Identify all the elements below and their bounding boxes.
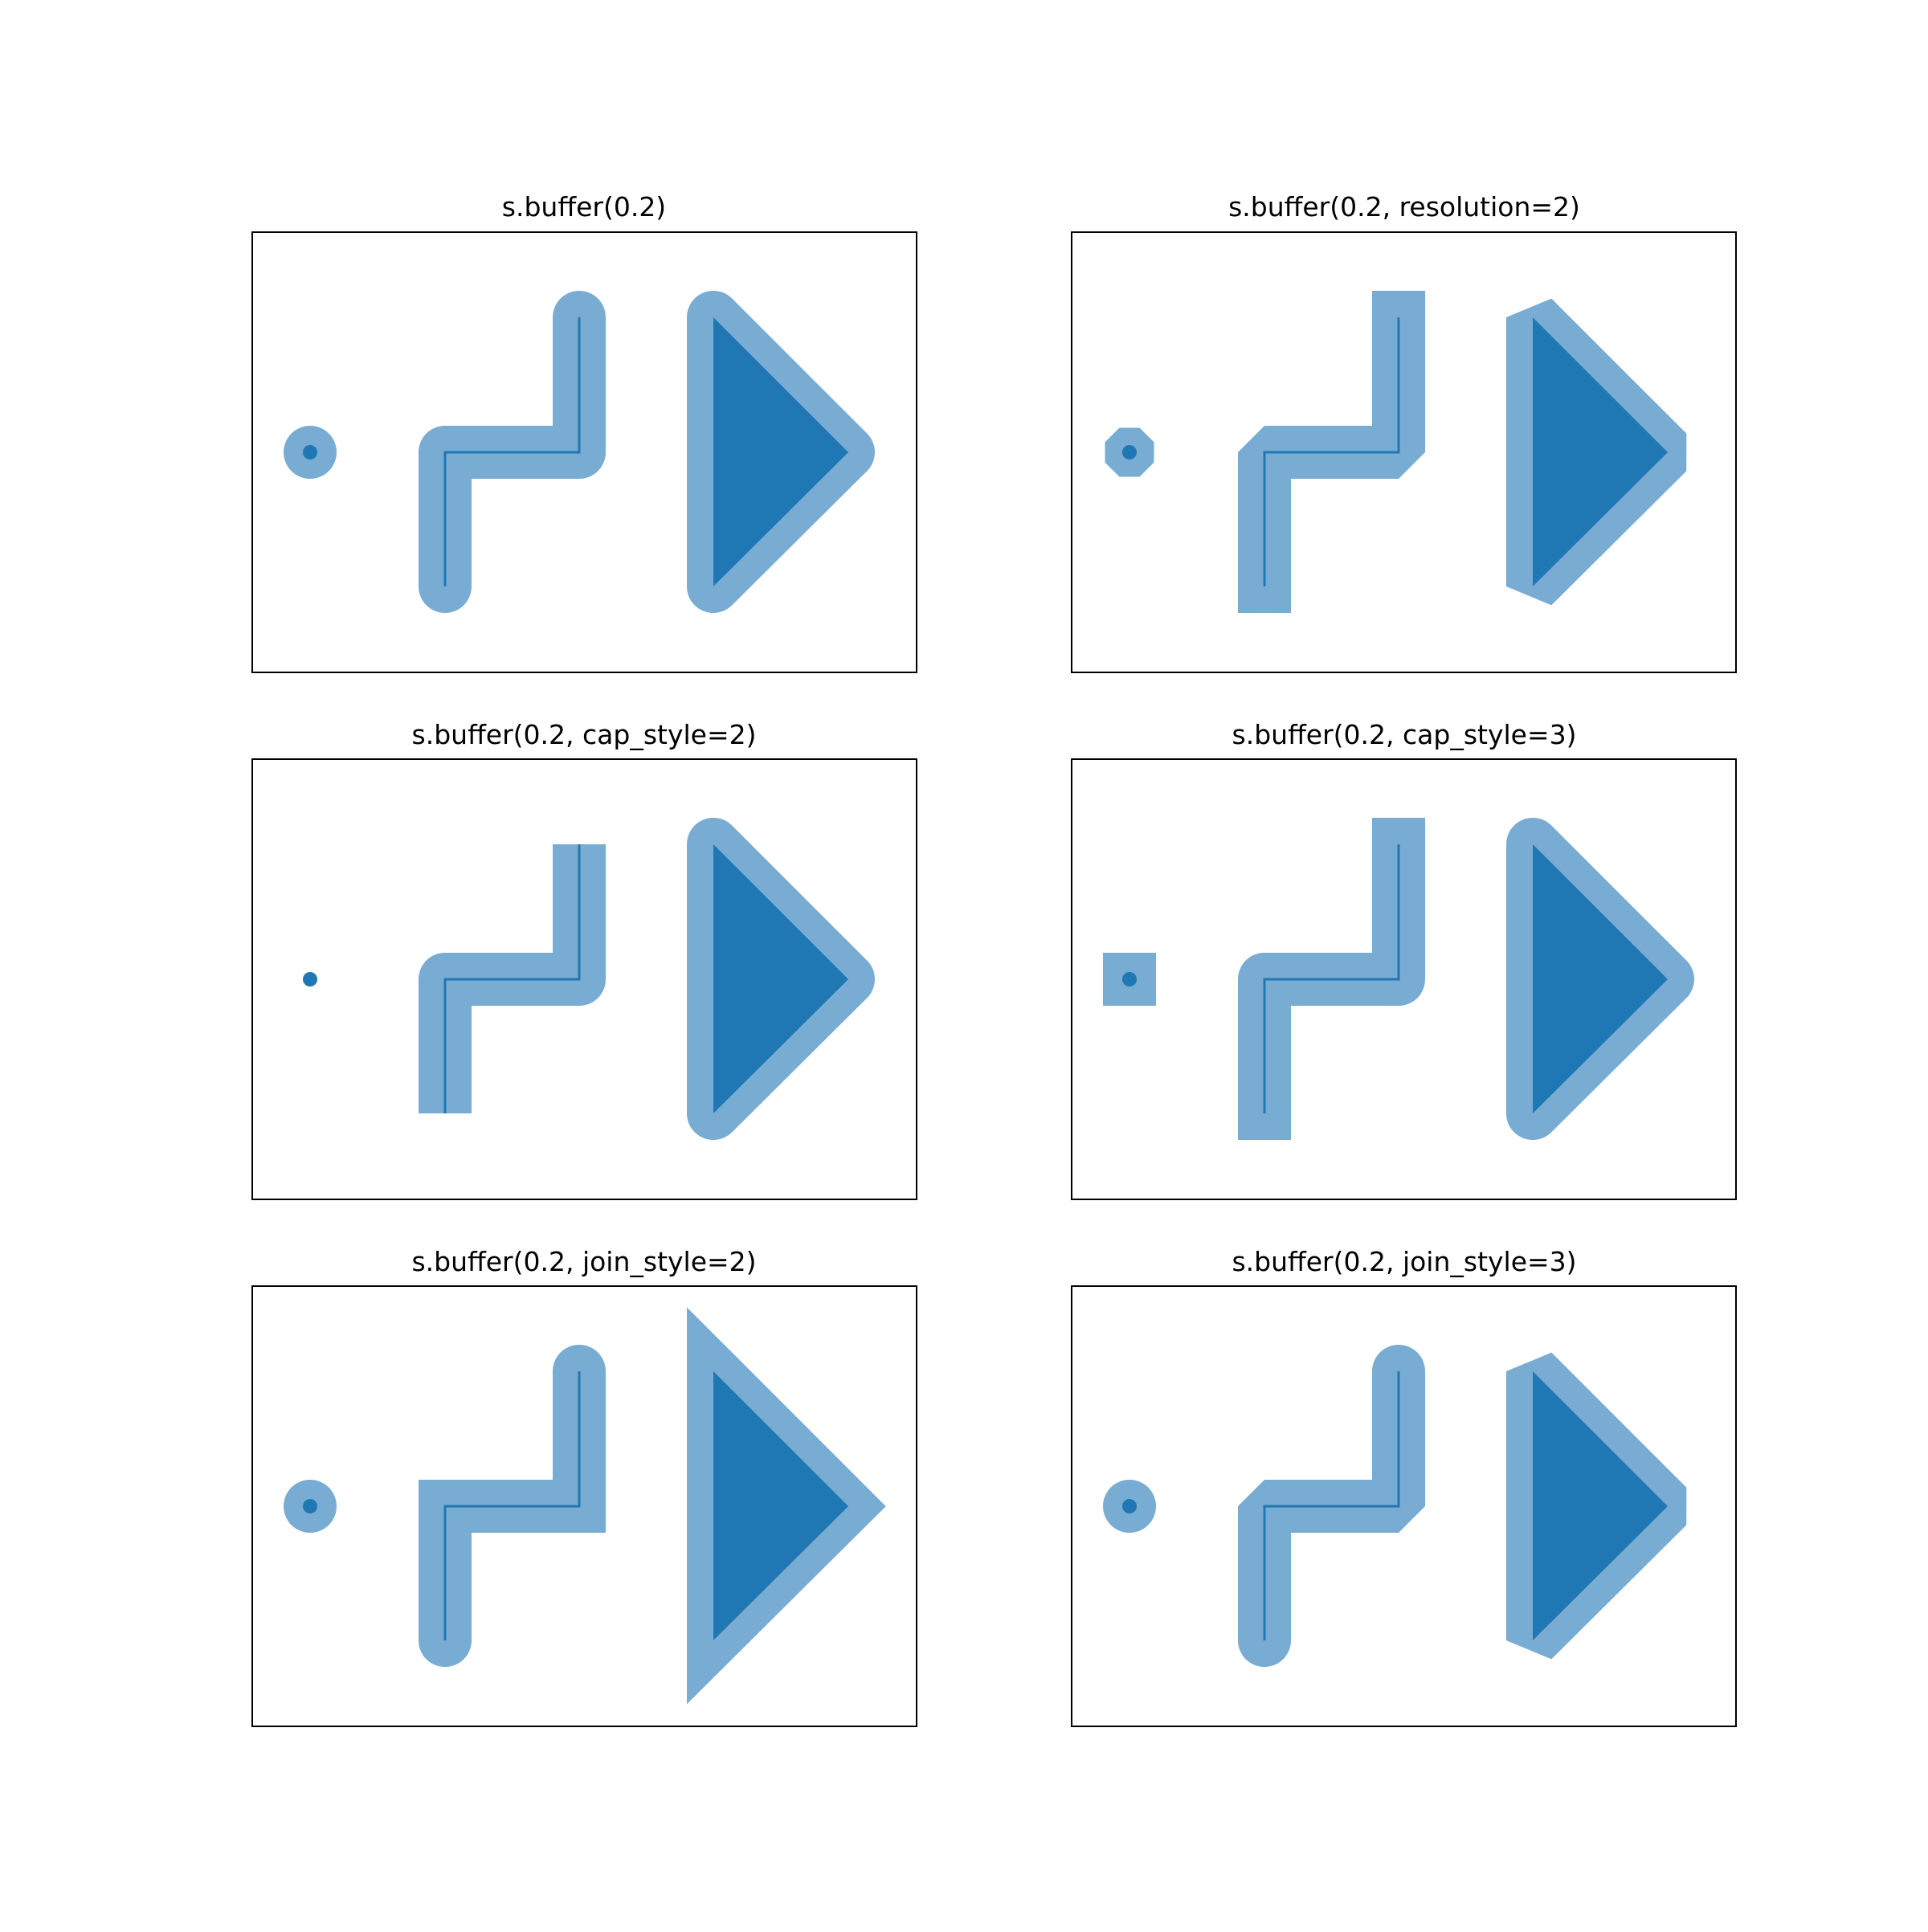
polygon-geometry xyxy=(1533,844,1668,1113)
line-geometry xyxy=(443,844,581,1113)
line-geometry xyxy=(1263,1371,1400,1640)
line-geometry xyxy=(1263,844,1400,1113)
panel-title-buffer-resolution: s.buffer(0.2, resolution=2) xyxy=(1228,191,1580,223)
point-geometry xyxy=(1122,1499,1137,1513)
panel-5 xyxy=(251,1285,917,1727)
line-geometry xyxy=(1263,317,1400,586)
panel-title-buffer-cap-square: s.buffer(0.2, cap_style=3) xyxy=(1232,719,1577,750)
point-geometry xyxy=(303,445,317,460)
panel-title-buffer-join-bevel: s.buffer(0.2, join_style=3) xyxy=(1232,1246,1577,1277)
panel-3 xyxy=(251,758,917,1200)
point-geometry xyxy=(1122,445,1137,460)
polygon-geometry xyxy=(713,1371,848,1640)
point-geometry xyxy=(1122,972,1137,986)
panel-1 xyxy=(251,231,917,673)
point-geometry xyxy=(303,1499,317,1513)
panel-2 xyxy=(1071,231,1737,673)
panel-6 xyxy=(1071,1285,1737,1727)
point-geometry xyxy=(303,972,317,986)
polygon-geometry xyxy=(1533,317,1668,586)
polygon-geometry xyxy=(713,317,848,586)
polygon-geometry xyxy=(713,844,848,1113)
polygon-geometry xyxy=(1533,1371,1668,1640)
panel-title-buffer-cap-flat: s.buffer(0.2, cap_style=2) xyxy=(411,719,757,750)
panel-title-buffer-join-mitre: s.buffer(0.2, join_style=2) xyxy=(411,1246,757,1277)
panel-title-buffer-default: s.buffer(0.2) xyxy=(501,191,667,223)
panel-4 xyxy=(1071,758,1737,1200)
line-geometry xyxy=(443,1371,581,1640)
line-geometry xyxy=(443,317,581,586)
